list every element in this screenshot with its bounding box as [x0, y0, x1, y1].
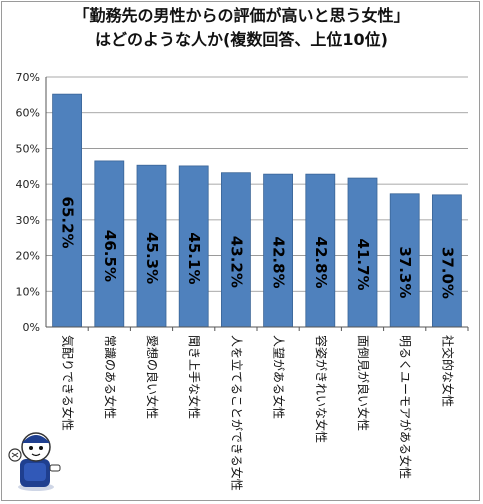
bar: [52, 93, 82, 328]
bar-value-label: 42.8%: [270, 237, 288, 289]
x-category-label: 常識のある女性: [103, 335, 118, 419]
y-tick-label: 60%: [16, 107, 40, 120]
bar-value-label: 37.3%: [396, 246, 414, 298]
bar-value-label: 42.8%: [312, 237, 330, 289]
x-category-label: 社交的な女性: [440, 335, 455, 407]
bar-value-label: 37.0%: [438, 247, 456, 299]
bars: 65.2% 46.5% 45.3% 45.1% 43.2% 42.8% 42.8% 41.7%…: [52, 93, 462, 328]
bar-value-label: 41.7%: [354, 239, 372, 291]
y-tick-label: 50%: [16, 142, 40, 155]
bar-value-label: 43.2%: [227, 236, 245, 288]
chart-title-line2: はどのような人か(複数回答、上位10位): [95, 30, 388, 49]
x-category-label: 面倒見が良い女性: [356, 335, 371, 431]
bar: [94, 160, 125, 328]
y-axis-ticks: 0% 10% 20% 30% 40% 50% 60% 70%: [16, 71, 40, 334]
bar: [178, 165, 209, 328]
bar-value-label: 65.2%: [59, 197, 77, 249]
y-tick-label: 10%: [16, 285, 40, 298]
y-tick-label: 30%: [16, 214, 40, 227]
x-category-label: 明るくユーモアがある女性: [398, 335, 413, 479]
bar-value-label: 45.1%: [185, 232, 203, 284]
mascot-character-icon: [8, 432, 61, 491]
bar: [389, 193, 420, 328]
y-tick-label: 20%: [16, 250, 40, 263]
bar: [136, 164, 167, 328]
chart-title-line1: 「勤務先の男性からの評価が高いと思う女性」: [73, 6, 410, 25]
x-category-label: 容姿がきれいな女性: [314, 335, 329, 443]
bar-value-label: 46.5%: [101, 230, 119, 282]
bar: [347, 177, 378, 328]
x-axis-labels: 気配りできる女性 常識のある女性 愛想の良い女性 聞き上手な女性 人を立てることができる…: [61, 335, 456, 491]
bar-value-label: 45.3%: [143, 232, 161, 284]
chart-title: 「勤務先の男性からの評価が高いと思う女性」 はどのような人か(複数回答、上位10…: [0, 4, 483, 52]
bar: [263, 173, 294, 328]
y-tick-label: 40%: [16, 178, 40, 191]
x-category-label: 気配りできる女性: [61, 335, 76, 431]
y-tick-label: 0%: [23, 321, 40, 334]
x-category-label: 人を立てることができる女性: [229, 335, 244, 491]
y-tick-label: 70%: [16, 71, 40, 84]
axes: [45, 77, 469, 331]
x-category-label: 人望がある女性: [272, 335, 287, 419]
x-category-label: 愛想の良い女性: [145, 335, 160, 419]
bar: [431, 194, 462, 328]
x-category-label: 聞き上手な女性: [187, 335, 202, 419]
bar: [220, 172, 251, 328]
